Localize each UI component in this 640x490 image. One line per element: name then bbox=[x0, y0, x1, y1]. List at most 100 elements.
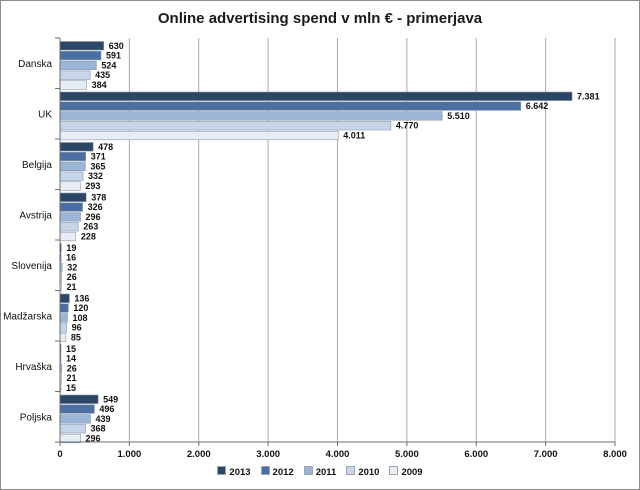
bar bbox=[59, 414, 91, 424]
category-label: Belgija bbox=[22, 160, 52, 171]
category-label: Danska bbox=[18, 59, 52, 70]
value-label: 263 bbox=[83, 222, 98, 232]
legend-item: 2013 bbox=[217, 466, 251, 478]
x-tick-label: 2.000 bbox=[187, 449, 211, 460]
bar bbox=[59, 181, 81, 191]
x-tick-label: 4.000 bbox=[326, 449, 350, 460]
value-label: 96 bbox=[72, 323, 82, 333]
value-label: 16 bbox=[66, 253, 76, 263]
category-label: UK bbox=[38, 109, 52, 120]
value-label: 549 bbox=[103, 394, 118, 404]
legend-swatch bbox=[303, 466, 313, 475]
bar bbox=[59, 192, 87, 202]
chart-title: Online advertising spend v mln € - prime… bbox=[157, 10, 483, 27]
category-label: Hrvaška bbox=[15, 362, 52, 373]
bar bbox=[59, 323, 67, 333]
legend-swatch bbox=[260, 466, 270, 475]
legend: 2013 2012 2011 2010 2009 bbox=[0, 466, 640, 478]
value-label: 108 bbox=[72, 313, 87, 323]
category-label: Avstrija bbox=[19, 210, 52, 221]
value-label: 15 bbox=[66, 383, 76, 393]
legend-swatch bbox=[217, 466, 227, 475]
value-label: 365 bbox=[90, 161, 105, 171]
value-label: 496 bbox=[99, 404, 114, 414]
value-label: 326 bbox=[88, 202, 103, 212]
bar bbox=[59, 60, 97, 70]
x-tick-label: 5.000 bbox=[395, 449, 419, 460]
category-label: Madžarska bbox=[3, 311, 52, 322]
legend-swatch bbox=[389, 466, 399, 475]
bar bbox=[59, 231, 77, 242]
bar bbox=[59, 80, 87, 90]
bar bbox=[59, 152, 87, 162]
value-label: 21 bbox=[66, 373, 76, 383]
value-label: 136 bbox=[74, 293, 89, 303]
value-label: 7.381 bbox=[577, 91, 600, 101]
value-label: 296 bbox=[86, 212, 101, 222]
value-label: 435 bbox=[95, 70, 110, 80]
value-label: 5.510 bbox=[447, 111, 470, 121]
value-label: 26 bbox=[67, 363, 77, 373]
bar bbox=[59, 142, 94, 152]
bar bbox=[59, 424, 86, 434]
x-tick-label: 8.000 bbox=[603, 449, 627, 460]
value-label: 296 bbox=[86, 434, 101, 444]
legend-item: 2010 bbox=[346, 466, 379, 478]
legend-label: 2011 bbox=[315, 467, 337, 478]
value-label: 4.770 bbox=[396, 121, 419, 131]
bar bbox=[59, 130, 339, 141]
bar bbox=[59, 171, 84, 181]
bar bbox=[59, 41, 105, 51]
legend-swatch bbox=[346, 466, 356, 475]
x-tick-label: 6.000 bbox=[464, 449, 488, 460]
legend-item: 2011 bbox=[303, 466, 337, 478]
value-label: 368 bbox=[91, 424, 106, 434]
legend-label: 2013 bbox=[229, 467, 251, 478]
value-label: 591 bbox=[106, 51, 121, 61]
bar bbox=[59, 404, 95, 414]
bar bbox=[59, 101, 522, 111]
legend-label: 2012 bbox=[272, 467, 294, 478]
value-label: 293 bbox=[85, 181, 100, 191]
bar bbox=[59, 70, 91, 80]
bar bbox=[59, 91, 573, 101]
value-label: 384 bbox=[92, 80, 107, 90]
value-label: 630 bbox=[109, 41, 124, 51]
bar bbox=[59, 50, 102, 61]
bar bbox=[59, 313, 68, 323]
value-label: 15 bbox=[66, 344, 76, 354]
value-label: 478 bbox=[98, 142, 113, 152]
legend-label: 2009 bbox=[401, 467, 423, 478]
value-label: 19 bbox=[66, 243, 76, 253]
bar bbox=[59, 394, 99, 404]
x-tick-label: 3.000 bbox=[256, 449, 280, 460]
value-label: 26 bbox=[67, 272, 77, 282]
x-tick-label: 7.000 bbox=[534, 449, 558, 460]
value-label: 332 bbox=[88, 171, 103, 181]
bar bbox=[59, 293, 70, 303]
value-label: 6.642 bbox=[526, 101, 549, 111]
bar bbox=[59, 161, 86, 172]
x-tick-label: 1.000 bbox=[117, 449, 141, 460]
value-label: 21 bbox=[66, 282, 76, 292]
value-label: 371 bbox=[91, 152, 106, 162]
bar bbox=[59, 222, 79, 232]
value-label: 4.011 bbox=[343, 131, 365, 141]
legend-item: 2012 bbox=[260, 466, 294, 478]
bar bbox=[59, 303, 69, 313]
value-label: 524 bbox=[101, 60, 116, 70]
bar bbox=[59, 111, 443, 121]
category-label: Poljska bbox=[20, 412, 53, 423]
value-label: 32 bbox=[67, 262, 77, 272]
legend-item: 2009 bbox=[389, 466, 423, 478]
category-label: Slovenija bbox=[11, 261, 52, 272]
value-label: 228 bbox=[81, 232, 96, 242]
bar bbox=[59, 121, 392, 131]
bar bbox=[59, 212, 81, 222]
value-label: 439 bbox=[95, 414, 110, 424]
value-label: 378 bbox=[91, 192, 106, 202]
value-label: 14 bbox=[66, 354, 76, 364]
legend-label: 2010 bbox=[358, 467, 380, 478]
